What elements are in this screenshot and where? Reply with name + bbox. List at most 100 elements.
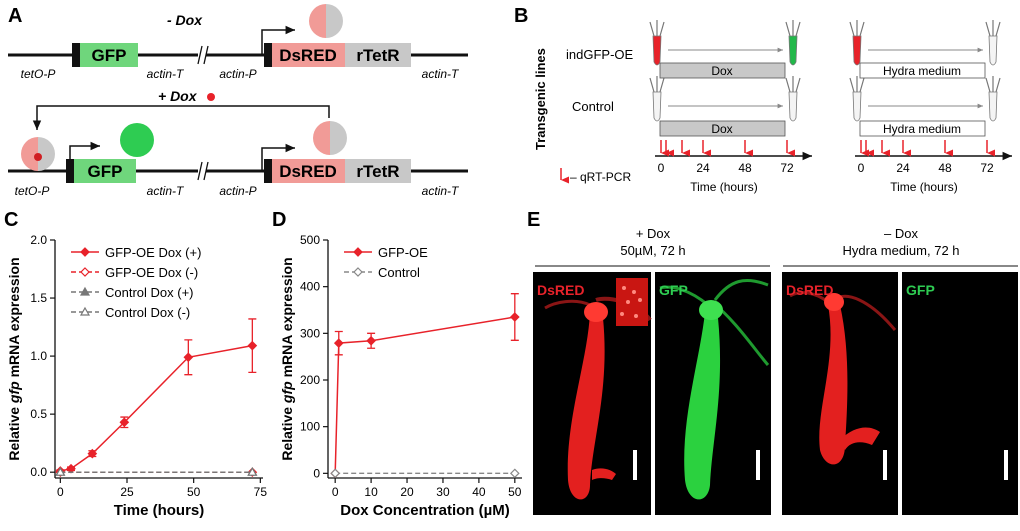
legend: GFP-OE Dox (+) GFP-OE Dox (-) Control Dox … (71, 245, 201, 320)
data-point (183, 352, 194, 363)
hydra-polyp-icon (649, 76, 665, 122)
chart-c: 0 25 50 75 0.0 0.5 1.0 1.5 2.0 Time (hours) Relati… (6, 233, 267, 519)
data-point (247, 340, 258, 351)
legend-label: Control Dox (-) (105, 305, 190, 320)
transgenic-lines-label: Transgenic lines (533, 48, 548, 150)
rtetr-box (345, 43, 411, 67)
y-axis-label: Relative gfp mRNA expression (279, 257, 295, 460)
time-tick-label: 48 (738, 161, 752, 175)
legend-label: GFP-OE (378, 245, 428, 260)
dox-bar-label: Dox (711, 64, 732, 78)
qrt-pcr-legend: – qRT-PCR (570, 170, 631, 184)
data-point (119, 417, 130, 428)
time-tick-label: 72 (780, 161, 794, 175)
series-control-dox- (55, 466, 258, 476)
y-tick-label: 200 (300, 373, 320, 387)
dox-bar (659, 120, 786, 137)
minus-dox-condition: Hydra medium, 72 h (842, 243, 959, 258)
construct-plus-dox: GFP tetO-P actin-T actin-P DsRED rTetR a… (8, 121, 468, 198)
y-tick-label: 1.5 (30, 291, 47, 305)
series-gfp-oe (330, 293, 520, 479)
hydra-medium-bar (859, 62, 986, 79)
dsred-box (272, 43, 345, 67)
plus-dox-condition: 50µM, 72 h (620, 243, 685, 258)
y-tick-label: 400 (300, 280, 320, 294)
panel-letter-d: D (272, 209, 286, 231)
tile-label-gfp: GFP (659, 282, 688, 298)
dsred-label: DsRED (279, 46, 337, 65)
actin-p-label: actin-P (219, 184, 256, 198)
actin-t-label: actin-T (147, 184, 185, 198)
hydra-polyp-icon (785, 76, 801, 122)
hydra-polyp-icon (985, 20, 1001, 66)
time-tick-label: 0 (858, 161, 865, 175)
data-point (80, 267, 90, 277)
y-axis-label: Relative gfp mRNA expression (6, 257, 22, 460)
data-point (366, 335, 376, 346)
panel-e: E + Dox 50µM, 72 h – Dox Hydra medium, 7… (527, 209, 1018, 515)
x-tick-label: 20 (400, 485, 414, 499)
data-point (353, 267, 363, 277)
x-tick-label: 75 (254, 485, 268, 499)
data-point (509, 312, 520, 322)
tile-label-dsred: DsRED (786, 282, 833, 298)
x-tick-label: 50 (508, 485, 522, 499)
series-control (330, 468, 520, 479)
dox-dot (207, 93, 215, 101)
actin-t-label: actin-T (422, 184, 460, 198)
data-point (87, 448, 98, 459)
minus-dox-label: - Dox (167, 12, 203, 28)
y-tick-label: 300 (300, 326, 320, 340)
construct-minus-dox: GFP tetO-P actin-T actin-P DsRED rTetR a… (8, 4, 468, 81)
panel-letter-a: A (8, 5, 22, 27)
tile-label-dsred: DsRED (537, 282, 584, 298)
time-tick-label: 24 (696, 161, 710, 175)
data-point (80, 247, 90, 257)
hydra-polyp-icon (849, 76, 865, 122)
rtetr-label: rTetR (356, 162, 399, 181)
y-tick-label: 0.0 (30, 465, 47, 479)
teto-block (72, 43, 80, 67)
panel-letter-c: C (4, 209, 18, 231)
hydra-polyp-icon (985, 76, 1001, 122)
gfp-label: GFP (92, 46, 127, 65)
gfp-label: GFP (88, 162, 123, 181)
hydra-polyp-icon (849, 20, 865, 66)
data-point (55, 466, 66, 476)
panel-c: C 0 25 50 75 0.0 0.5 1.0 1.5 2.0 Time (hours) Rela… (4, 209, 267, 519)
micrograph-dsred-plus-dox: DsRED (533, 272, 652, 515)
panel-b: B Transgenic lines indGFP-OE Control Dox… (514, 5, 1012, 194)
hydra-polyp-icons (649, 20, 1001, 122)
gfp-box (80, 43, 138, 67)
micrograph-gfp-minus-dox: GFP (902, 272, 1018, 515)
gfp-protein-circle (120, 123, 154, 157)
x-tick-label: 10 (364, 485, 378, 499)
panel-letter-b: B (514, 5, 528, 27)
time-tick-label: 24 (896, 161, 910, 175)
legend: GFP-OE Control (344, 245, 428, 280)
data-point (79, 286, 91, 296)
legend-label: GFP-OE Dox (-) (105, 265, 198, 280)
actin-t-label: actin-T (147, 67, 185, 81)
plus-dox-label: + Dox (158, 88, 198, 104)
series-gfp-oe-dox- (55, 318, 258, 476)
data-point (353, 247, 363, 257)
row-label-indgfp-oe: indGFP-OE (566, 47, 634, 62)
actin-p-label: actin-P (219, 67, 256, 81)
time-tick-label: 72 (980, 161, 994, 175)
feedback-arrow: + Dox (32, 88, 330, 130)
hydra-medium-label: Hydra medium (883, 64, 961, 78)
plus-dox-header: + Dox (636, 226, 671, 241)
legend-label: Control Dox (+) (105, 285, 194, 300)
y-tick-label: 100 (300, 420, 320, 434)
x-tick-label: 0 (332, 485, 339, 499)
x-tick-label: 50 (187, 485, 201, 499)
micrograph-dsred-minus-dox: DsRED (782, 272, 898, 515)
x-tick-label: 25 (120, 485, 134, 499)
panel-letter-e: E (527, 209, 540, 231)
hydra-medium-bar (859, 120, 986, 137)
time-axis-label: Time (hours) (890, 180, 958, 194)
